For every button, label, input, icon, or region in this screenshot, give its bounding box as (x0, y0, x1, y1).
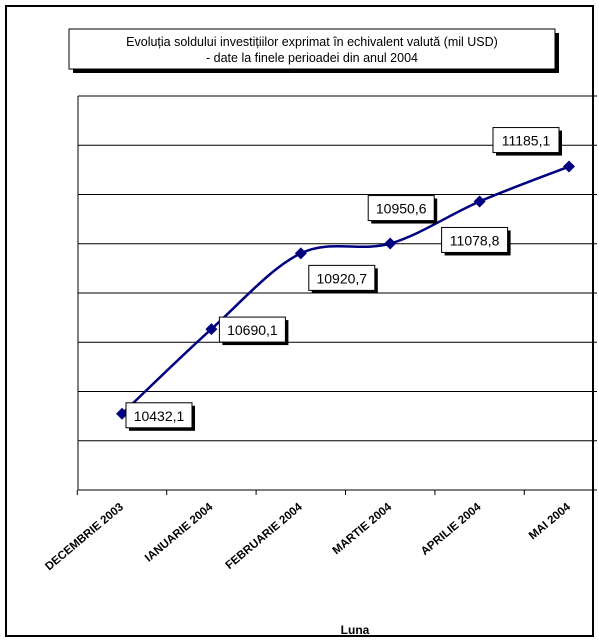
svg-text:10690,1: 10690,1 (227, 322, 278, 338)
series-markers (116, 160, 575, 420)
data-label-1: 10690,1 (218, 316, 289, 346)
data-label-0: 10432,1 (125, 402, 195, 431)
x-axis-ticks (76, 490, 525, 495)
svg-text:10950,6: 10950,6 (376, 201, 427, 217)
data-label-5: 11185,1 (492, 127, 562, 156)
chart-frame (5, 5, 594, 637)
data-point-4 (473, 195, 486, 208)
data-point-1 (205, 323, 218, 336)
chart-title: Evoluția soldului investițiilor exprimat… (68, 28, 559, 73)
data-point-3 (384, 237, 397, 250)
data-point-0 (116, 407, 128, 420)
data-point-2 (294, 247, 307, 260)
series-line (121, 165, 570, 415)
chart-title-line-2: - date la finele perioadei din anul 2004 (206, 51, 418, 65)
data-labels: 10432,1 10690,1 10920,7 10950,6 11078,8 11185… (125, 127, 562, 431)
svg-text:10432,1: 10432,1 (134, 408, 185, 424)
data-label-4: 11078,8 (441, 226, 511, 256)
data-label-2: 10920,7 (308, 264, 378, 294)
svg-text:11078,8: 11078,8 (450, 232, 500, 248)
svg-text:10920,7: 10920,7 (316, 270, 367, 286)
y-gridlines (78, 95, 597, 442)
data-label-3: 10950,6 (367, 195, 438, 224)
svg-text:11185,1: 11185,1 (502, 133, 551, 149)
data-point-5 (563, 160, 575, 173)
chart-title-line-1: Evoluția soldului investițiilor exprimat… (126, 35, 498, 49)
x-axis-title: Luna (341, 623, 370, 637)
